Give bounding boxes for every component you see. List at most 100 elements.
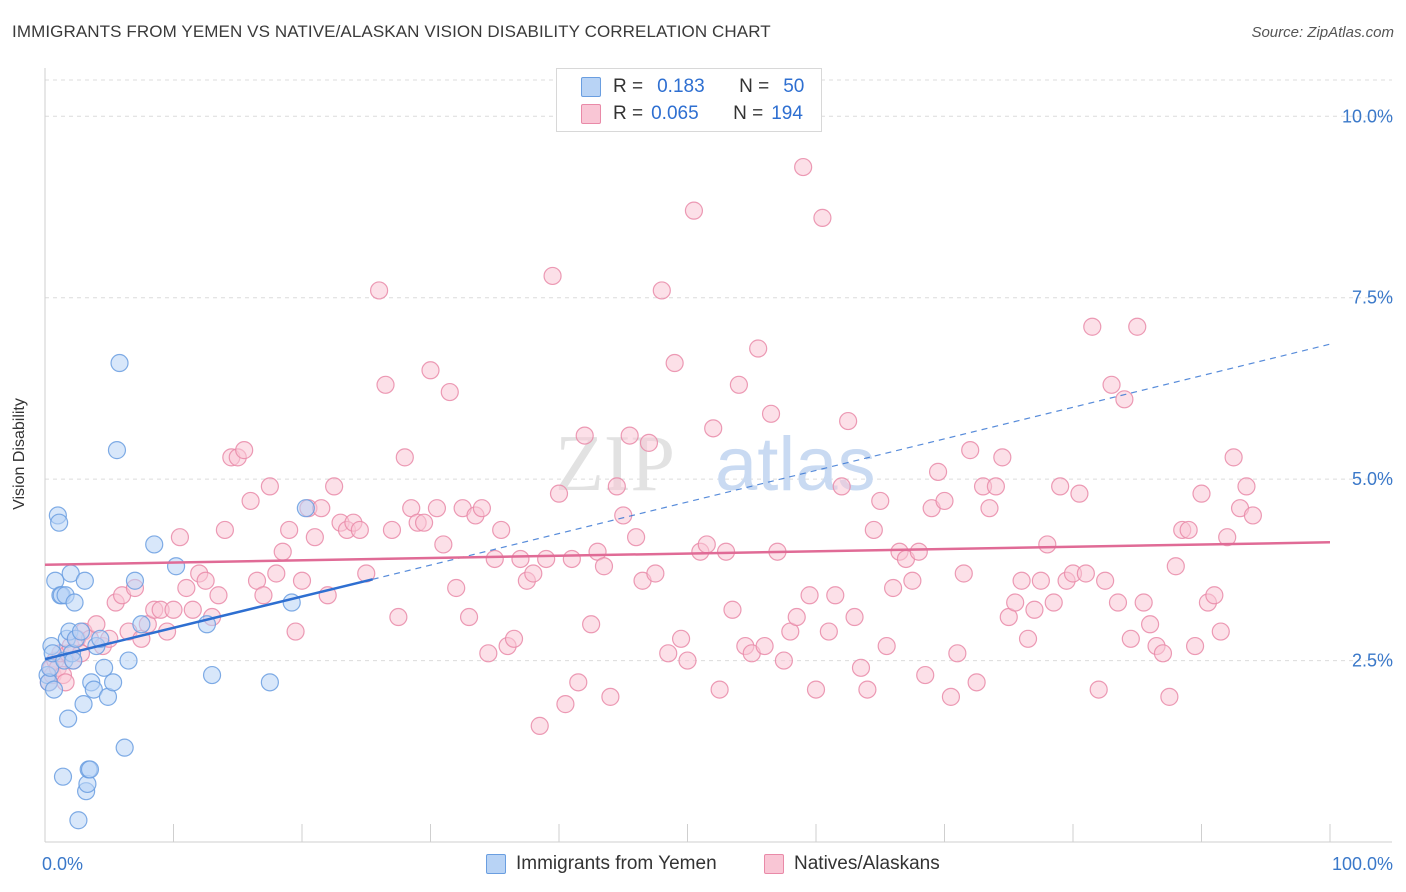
- legend-row-natives: R = 0.065 N = 194: [581, 102, 803, 126]
- natives-point: [755, 636, 774, 656]
- natives-point: [684, 201, 704, 220]
- natives-point: [582, 615, 601, 634]
- natives-point: [1243, 506, 1263, 525]
- natives-point: [800, 586, 819, 605]
- natives-trend-line: [44, 541, 1331, 567]
- natives-point: [916, 665, 935, 685]
- yemen-point: [59, 709, 78, 728]
- bottom-legend-label: Natives/Alaskans: [794, 853, 940, 874]
- yemen-point: [125, 571, 145, 590]
- natives-point: [883, 578, 903, 598]
- legend-row-yemen: R = 0.183 N = 50: [581, 75, 804, 99]
- natives-point: [524, 564, 543, 583]
- natives-point: [1025, 600, 1044, 619]
- trend-lines: [44, 343, 1331, 661]
- yemen-point: [50, 513, 69, 532]
- natives-point: [704, 419, 723, 438]
- natives-point: [794, 157, 813, 177]
- yemen-point: [75, 571, 94, 590]
- natives-point: [665, 353, 684, 373]
- natives-point: [1089, 680, 1108, 699]
- natives-point: [434, 535, 453, 554]
- natives-point: [819, 622, 838, 641]
- legend-r-label: R =: [613, 76, 644, 97]
- natives-point: [427, 499, 447, 518]
- yemen-point: [95, 658, 114, 677]
- yemen-point: [145, 535, 164, 554]
- natives-point: [1096, 571, 1115, 590]
- natives-point: [459, 607, 479, 627]
- natives-point: [1076, 564, 1095, 583]
- natives-point: [273, 542, 292, 561]
- tick-labels: 2.5% 5.0% 7.5% 10.0% 0.0% 100.0%: [42, 106, 1393, 874]
- natives-point: [376, 375, 395, 394]
- yemen-point: [69, 811, 88, 830]
- natives-point: [1121, 629, 1140, 648]
- legend-r-value: 0.183: [657, 76, 705, 97]
- natives-point: [1038, 535, 1057, 554]
- natives-point: [530, 716, 549, 735]
- natives-point: [575, 426, 594, 445]
- chart-title: IMMIGRANTS FROM YEMEN VS NATIVE/ALASKAN …: [12, 22, 771, 41]
- yemen-point: [119, 651, 138, 670]
- natives-point: [909, 542, 928, 561]
- gridlines: [45, 79, 1392, 662]
- natives-point: [646, 564, 665, 583]
- natives-point: [864, 520, 883, 540]
- natives-point: [1237, 477, 1256, 496]
- bottom-legend-yemen: Immigrants from Yemen: [486, 852, 717, 876]
- yemen-point: [84, 680, 103, 699]
- natives-point: [1160, 687, 1179, 706]
- natives-point: [948, 644, 967, 663]
- natives-point: [305, 528, 324, 547]
- yemen-point: [71, 622, 91, 641]
- natives-point: [312, 499, 331, 518]
- natives-point: [280, 520, 299, 540]
- natives-point: [492, 520, 511, 540]
- natives-point: [1211, 622, 1230, 641]
- natives-point: [774, 651, 793, 670]
- natives-point: [1185, 636, 1205, 656]
- natives-point: [594, 557, 614, 576]
- legend-n-label: N =: [739, 76, 770, 97]
- natives-point: [639, 433, 659, 452]
- natives-point: [806, 680, 826, 699]
- natives-point: [761, 404, 781, 423]
- natives-point: [1012, 571, 1031, 590]
- natives-point: [1134, 593, 1153, 612]
- natives-point: [177, 578, 196, 598]
- natives-point: [1102, 375, 1121, 394]
- natives-point: [1031, 571, 1050, 590]
- natives-point: [543, 266, 562, 286]
- yemen-point: [53, 767, 73, 786]
- natives-point: [504, 629, 524, 648]
- natives-point: [1128, 317, 1147, 336]
- yemen-point: [65, 593, 84, 612]
- natives-point: [350, 520, 369, 540]
- natives-point: [164, 600, 183, 619]
- natives-point: [1070, 484, 1089, 503]
- natives-point: [1179, 520, 1198, 540]
- natives-point: [325, 477, 344, 496]
- natives-point: [1205, 586, 1224, 605]
- natives-point: [607, 477, 626, 496]
- natives-point: [787, 607, 806, 627]
- natives-point: [382, 520, 402, 540]
- natives-point: [659, 644, 678, 663]
- natives-point: [389, 607, 408, 627]
- natives-point: [1140, 615, 1160, 634]
- legend-n-value: 194: [771, 103, 803, 124]
- yemen-point: [91, 629, 110, 648]
- natives-point: [562, 549, 581, 569]
- yemen-trend-line: [44, 578, 373, 661]
- natives-point: [196, 571, 215, 590]
- natives-point: [986, 477, 1006, 496]
- natives-point: [967, 673, 986, 692]
- natives-point: [260, 477, 279, 496]
- natives-point: [749, 339, 768, 358]
- watermark-atlas: atlas: [715, 422, 876, 507]
- natives-point: [556, 695, 575, 714]
- legend-swatch-blue: [581, 77, 601, 97]
- stats-legend: R = 0.183 N = 50 R = 0.065 N = 194: [556, 68, 822, 132]
